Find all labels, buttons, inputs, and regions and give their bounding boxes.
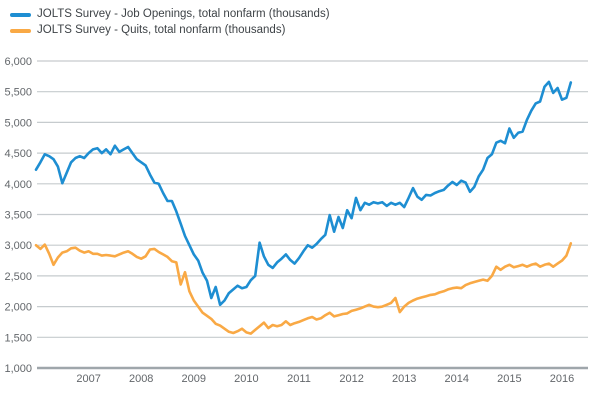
y-tick-label: 3,500 xyxy=(4,210,32,222)
chart-legend: JOLTS Survey - Job Openings, total nonfa… xyxy=(10,7,330,38)
line-swatch-icon xyxy=(10,28,31,33)
legend-label-quits: JOLTS Survey - Quits, total nonfarm (tho… xyxy=(37,24,286,36)
series-line-quits xyxy=(34,242,573,335)
y-tick-label: 1,000 xyxy=(4,363,32,375)
legend-label-job-openings: JOLTS Survey - Job Openings, total nonfa… xyxy=(37,8,330,20)
y-tick-label: 4,000 xyxy=(4,179,32,191)
y-tick-label: 5,500 xyxy=(4,87,32,99)
x-tick-label: 2011 xyxy=(287,373,311,385)
line-swatch-icon xyxy=(10,12,31,17)
x-tick-label: 2010 xyxy=(234,373,258,385)
x-tick-label: 2013 xyxy=(392,373,416,385)
x-tick-label: 2015 xyxy=(497,373,521,385)
x-tick-label: 2014 xyxy=(445,373,469,385)
y-tick-label: 2,500 xyxy=(4,271,32,283)
legend-item-job-openings: JOLTS Survey - Job Openings, total nonfa… xyxy=(10,7,330,22)
y-tick-label: 3,000 xyxy=(4,240,32,252)
x-tick-label: 2007 xyxy=(76,373,100,385)
series-line-job-openings xyxy=(34,80,573,307)
x-tick-label: 2012 xyxy=(339,373,363,385)
y-tick-label: 6,000 xyxy=(4,56,32,68)
y-tick-label: 1,500 xyxy=(4,332,32,344)
y-tick-label: 5,000 xyxy=(4,117,32,129)
x-tick-label: 2008 xyxy=(129,373,153,385)
y-tick-label: 4,500 xyxy=(4,148,32,160)
y-tick-label: 2,000 xyxy=(4,302,32,314)
x-tick-label: 2009 xyxy=(182,373,206,385)
x-tick-label: 2016 xyxy=(550,373,574,385)
legend-item-quits: JOLTS Survey - Quits, total nonfarm (tho… xyxy=(10,23,330,38)
